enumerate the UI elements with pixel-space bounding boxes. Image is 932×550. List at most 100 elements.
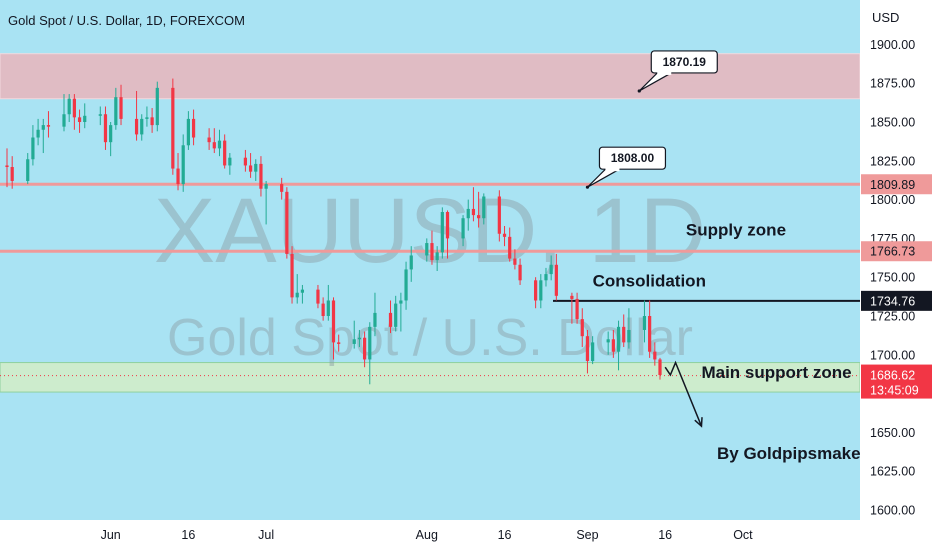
x-tick-label: 16 [181,528,195,542]
candle-2022-05-17 [31,125,35,166]
consolidation-level-tag[interactable]: 1734.76 [861,290,932,311]
candle-2022-06-08 [145,106,149,127]
candle-2022-05-27 [83,103,87,129]
bar-countdown: 13:45:09 [870,384,919,398]
candle-2022-08-31 [580,308,584,348]
candle-2022-07-01 [264,180,268,225]
candle-2022-05-23 [62,94,66,132]
y-tick-label: 1700.00 [870,348,915,362]
callout-1870-text: 1870.19 [663,55,707,69]
candle-2022-05-26 [77,109,82,133]
last-price-value: 1686.62 [870,369,915,383]
candle-2022-07-14 [331,297,336,360]
consolidation-label[interactable]: Consolidation [593,272,706,291]
price-axis[interactable] [860,0,932,550]
candle-2022-06-03 [119,84,123,126]
supply-level-value: 1809.89 [870,178,915,192]
main-support-label[interactable]: Main support zone [701,363,851,382]
candle-2022-08-26 [554,253,558,301]
y-tick-label: 1850.00 [870,116,915,130]
candle-2022-08-02 [430,230,434,265]
candle-2022-08-03 [435,246,439,271]
watermark-ticker: XAUUSD, 1D [154,180,706,282]
symbol-title[interactable]: Gold Spot / U.S. Dollar, 1D, FOREXCOM [8,13,245,28]
candle-2022-07-15 [337,334,341,352]
candle-2022-05-24 [67,94,71,122]
candle-2022-09-12 [642,300,647,343]
candle-2022-05-12 [5,148,9,188]
author-label[interactable]: By Goldpipsmaker [717,444,868,463]
y-tick-label: 1875.00 [870,77,915,91]
y-tick-label: 1650.00 [870,426,915,440]
candle-2022-09-07 [616,320,621,371]
resistance-level-tag[interactable]: 1766.73 [861,241,932,262]
candle-2022-05-30 [98,106,102,126]
x-tick-label: Jun [101,528,121,542]
candle-2022-06-20 [207,128,211,150]
time-axis[interactable] [0,520,860,550]
candle-2022-07-05 [285,187,289,259]
candle-2022-06-09 [150,108,154,133]
watermark: XAUUSD, 1D Gold Spot / U.S. Dollar [154,180,706,367]
candle-2022-07-11 [316,284,320,309]
candle-2022-08-17 [508,227,512,262]
y-tick-label: 1725.00 [870,310,915,324]
x-tick-label: Aug [416,528,438,542]
y-tick-label: 1600.00 [870,504,915,518]
candle-2022-09-08 [622,314,626,348]
candle-2022-07-08 [300,284,305,304]
candle-2022-06-22 [217,129,222,157]
y-tick-label: 1750.00 [870,271,915,285]
candle-2022-06-14 [176,153,180,191]
candle-2022-06-10 [155,81,159,132]
candle-2022-09-09 [627,308,631,349]
candle-2022-08-19 [518,258,522,285]
candle-2022-05-25 [72,94,76,130]
candle-2022-09-02 [591,336,595,365]
candle-2022-08-24 [544,267,548,287]
candle-2022-06-01 [109,122,113,157]
candle-2022-07-26 [394,295,398,332]
candle-2022-08-30 [575,292,579,324]
watermark-name: Gold Spot / U.S. Dollar [167,309,693,367]
projection-arrowhead [694,417,703,428]
candle-2022-08-18 [513,249,517,270]
candle-2022-08-12 [482,193,486,225]
candle-2022-08-15 [497,190,501,242]
candle-2022-06-29 [254,159,258,181]
candle-2022-05-31 [103,106,108,150]
y-tick-label: 1825.00 [870,154,915,168]
projection-path[interactable] [664,360,703,427]
candle-2022-05-19 [41,118,45,154]
main-support-zone [0,362,861,393]
candle-2022-08-08 [461,215,465,247]
candle-2022-06-30 [259,156,263,197]
candle-2022-08-01 [425,238,429,262]
supply-zone-label[interactable]: Supply zone [686,220,786,239]
candle-2022-08-16 [502,225,507,247]
callout-1870[interactable]: 1870.19 [637,50,718,93]
callout-1808[interactable]: 1808.00 [585,146,667,189]
upper-supply-zone [0,53,861,100]
candle-2022-06-28 [248,153,253,178]
candle-2022-07-07 [295,274,299,304]
candle-2022-09-06 [611,329,615,358]
candle-2022-06-15 [181,134,185,192]
candle-2022-08-29 [570,292,574,324]
candle-2022-06-23 [223,134,227,169]
candle-2022-06-02 [114,87,118,130]
candle-2022-06-24 [228,153,232,175]
candle-2022-07-28 [404,261,408,310]
candle-2022-05-16 [26,153,30,185]
candles [5,78,662,385]
candle-2022-09-14 [653,342,657,366]
candle-2022-07-06 [290,246,294,304]
supply-level-tag[interactable]: 1809.89 [861,174,932,195]
candle-2022-06-27 [243,149,248,172]
candle-2022-07-21 [368,322,372,385]
candle-2022-08-09 [466,199,470,231]
candle-2022-07-25 [388,300,393,334]
